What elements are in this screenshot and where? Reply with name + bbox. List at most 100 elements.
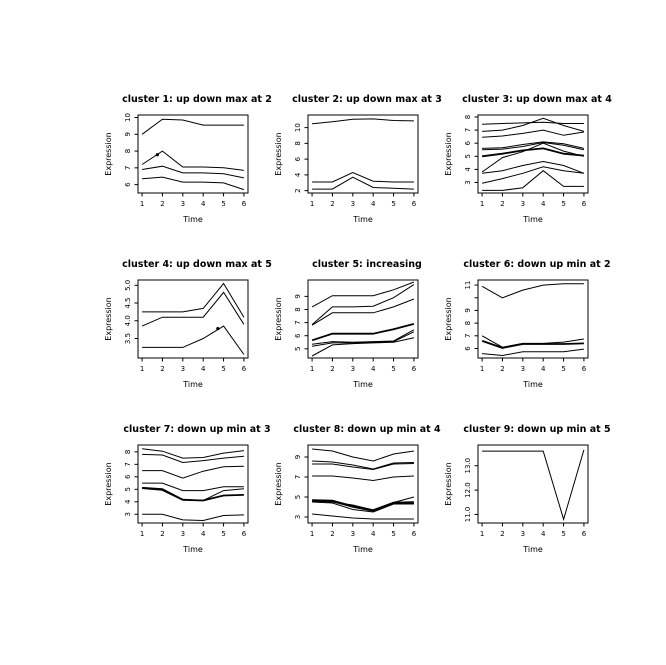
series-line-1 [312,448,414,462]
series-line-1 [142,448,244,459]
series-line-7 [142,513,244,522]
chart-title: cluster 5: increasing [312,259,422,270]
x-tick-label: 5 [391,365,395,373]
plot-box [477,114,589,194]
series-line-4 [311,323,415,342]
y-axis-label: Expression [274,297,283,340]
series-line-4 [482,141,585,149]
x-tick-label: 3 [521,200,525,208]
x-tick-label: 1 [140,200,144,208]
series-line-6 [312,331,415,347]
x-tick-label: 3 [521,365,525,373]
x-tick-label: 3 [181,530,185,538]
x-tick-label: 5 [221,200,225,208]
series-line-1 [142,282,245,318]
y-tick-label: 7 [464,334,472,338]
series-line-3 [142,325,245,355]
series-line-8 [482,160,585,174]
x-tick-label: 5 [391,200,395,208]
x-tick-label: 6 [412,365,417,373]
y-tick-label: 2 [294,188,302,192]
series-line-2 [312,460,414,470]
series-line-2 [311,284,415,325]
y-tick-label: 5 [294,347,302,351]
chart-svg: cluster 9: down up min at 5 1 2 3 4 5 6 Time 11.… [444,424,611,554]
x-tick-label: 4 [371,365,376,373]
chart-title: cluster 7: down up min at 3 [123,424,270,435]
y-tick-label: 8 [124,149,132,153]
chart-svg: cluster 5: increasing 1 2 3 4 5 6 Time 5 6 7 8 9 Expr… [274,259,422,389]
y-tick-label: 7 [124,462,132,466]
chart-svg: cluster 8: down up min at 4 1 2 3 4 5 6 Time 3 5 7… [274,424,441,554]
chart-title: cluster 2: up down max at 3 [292,94,442,105]
y-tick-label: 10 [294,123,302,132]
x-tick-label: 5 [561,365,565,373]
x-axis-label: Time [182,380,203,389]
series-line-2 [142,453,244,464]
x-tick-label: 6 [242,365,247,373]
y-tick-label: 4 [124,499,132,504]
x-tick-label: 3 [351,200,355,208]
y-tick-label: 8 [294,141,302,145]
x-tick-label: 2 [330,530,334,538]
series-line-6 [142,487,244,502]
y-tick-label: 9 [464,308,472,312]
plot-box [307,444,419,524]
x-axis-label: Time [352,545,373,554]
series-line-7 [311,337,415,357]
plot-cluster-4: cluster 4: up down max at 5 1 2 3 4 5 6 Time 3.5… [100,250,276,408]
x-tick-label: 5 [391,530,395,538]
series-line-3 [312,176,414,190]
y-tick-label: 6 [294,156,302,161]
y-tick-label: 5.0 [124,280,132,291]
plot-cluster-8: cluster 8: down up min at 4 1 2 3 4 5 6 Time 3 5 7… [270,415,446,573]
series-line-9 [481,166,584,184]
x-tick-label: 5 [221,530,225,538]
x-tick-label: 2 [500,530,504,538]
y-tick-label: 3 [464,180,472,184]
y-tick-label: 3.5 [124,333,132,344]
x-tick-label: 1 [140,365,144,373]
chart-title: cluster 9: down up min at 5 [463,424,610,435]
y-tick-label: 11.0 [464,507,472,523]
series-line-6 [312,496,415,511]
series-line-5 [312,329,415,345]
chart-svg: cluster 3: up down max at 4 1 2 3 4 5 6 Time 3 4 5… [444,94,612,224]
series-line-2 [312,171,414,183]
y-tick-label: 3 [124,512,132,516]
x-tick-label: 3 [521,530,525,538]
y-axis-label: Expression [104,132,113,175]
series-line-1 [141,118,244,135]
x-tick-label: 2 [160,365,164,373]
plot-box [137,279,249,359]
chart-svg: cluster 6: down up min at 2 1 2 3 4 5 6 Time 6 7 8… [444,259,611,389]
x-tick-label: 5 [561,530,565,538]
x-tick-label: 6 [412,200,417,208]
series-line-7 [481,142,585,173]
x-tick-label: 1 [480,200,484,208]
data-point-marker [216,326,220,331]
series-line-3 [481,340,584,349]
x-axis-label: Time [522,215,543,224]
plot-box [477,444,589,524]
series-line-1 [482,449,585,522]
y-tick-label: 4 [294,172,302,177]
x-tick-label: 4 [541,365,546,373]
series-line-5 [312,499,414,512]
y-tick-label: 6 [294,333,302,338]
x-tick-label: 4 [201,200,206,208]
x-tick-label: 1 [140,530,144,538]
x-axis-label: Time [182,215,203,224]
x-axis-label: Time [522,545,543,554]
series-line-4 [482,348,584,357]
y-axis-label: Expression [444,132,453,175]
y-tick-label: 8 [464,115,472,119]
x-tick-label: 4 [371,200,376,208]
x-tick-label: 2 [160,200,164,208]
y-tick-label: 8 [294,307,302,311]
series-line-3 [482,129,584,138]
chart-title: cluster 8: down up min at 4 [293,424,441,435]
x-tick-label: 6 [242,200,247,208]
plot-cluster-2: cluster 2: up down max at 3 1 2 3 4 5 6 Time 2 4 6… [270,85,446,243]
